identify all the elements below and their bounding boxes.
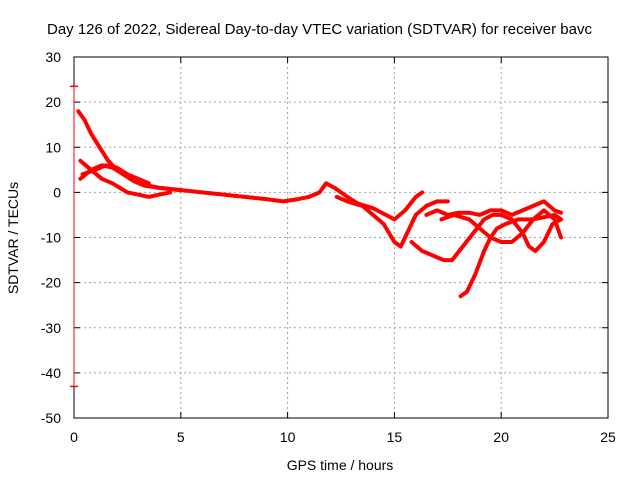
- y-tick-label: -20: [41, 275, 61, 291]
- y-tick-label: -10: [41, 230, 61, 246]
- grid: [74, 57, 608, 418]
- y-axis-ticks: -50 -40 -30 -20 -10 0 10 20 30: [41, 49, 608, 426]
- chart-title: Day 126 of 2022, Sidereal Day-to-day VTE…: [47, 21, 592, 38]
- x-tick-label: 25: [600, 429, 616, 445]
- series-line-arc-8: [439, 208, 563, 244]
- series-line-arc-1: [76, 109, 425, 222]
- y-tick-label: 0: [53, 184, 61, 200]
- series-line-arc-6: [409, 212, 563, 263]
- series-group: [76, 109, 563, 299]
- x-axis-label: GPS time / hours: [287, 457, 394, 473]
- x-tick-label: 15: [387, 429, 403, 445]
- series-line-arc-5: [334, 194, 450, 249]
- error-bars: [70, 85, 78, 388]
- x-tick-label: 0: [70, 429, 78, 445]
- x-tick-label: 5: [177, 429, 185, 445]
- y-tick-label: 30: [45, 49, 61, 65]
- y-tick-label: 10: [45, 139, 61, 155]
- series-line-arc-2: [78, 158, 173, 199]
- y-tick-label: -50: [41, 410, 61, 426]
- x-tick-label: 20: [493, 429, 509, 445]
- x-axis-ticks: 0 5 10 15 20 25: [70, 57, 616, 445]
- y-axis-label: SDTVAR / TECUs: [5, 182, 21, 294]
- series-line-arc-4: [80, 163, 151, 186]
- y-tick-label: -30: [41, 320, 61, 336]
- y-tick-label: 20: [45, 94, 61, 110]
- series-line-arc-9: [458, 212, 563, 299]
- y-tick-label: -40: [41, 365, 61, 381]
- x-tick-label: 10: [280, 429, 296, 445]
